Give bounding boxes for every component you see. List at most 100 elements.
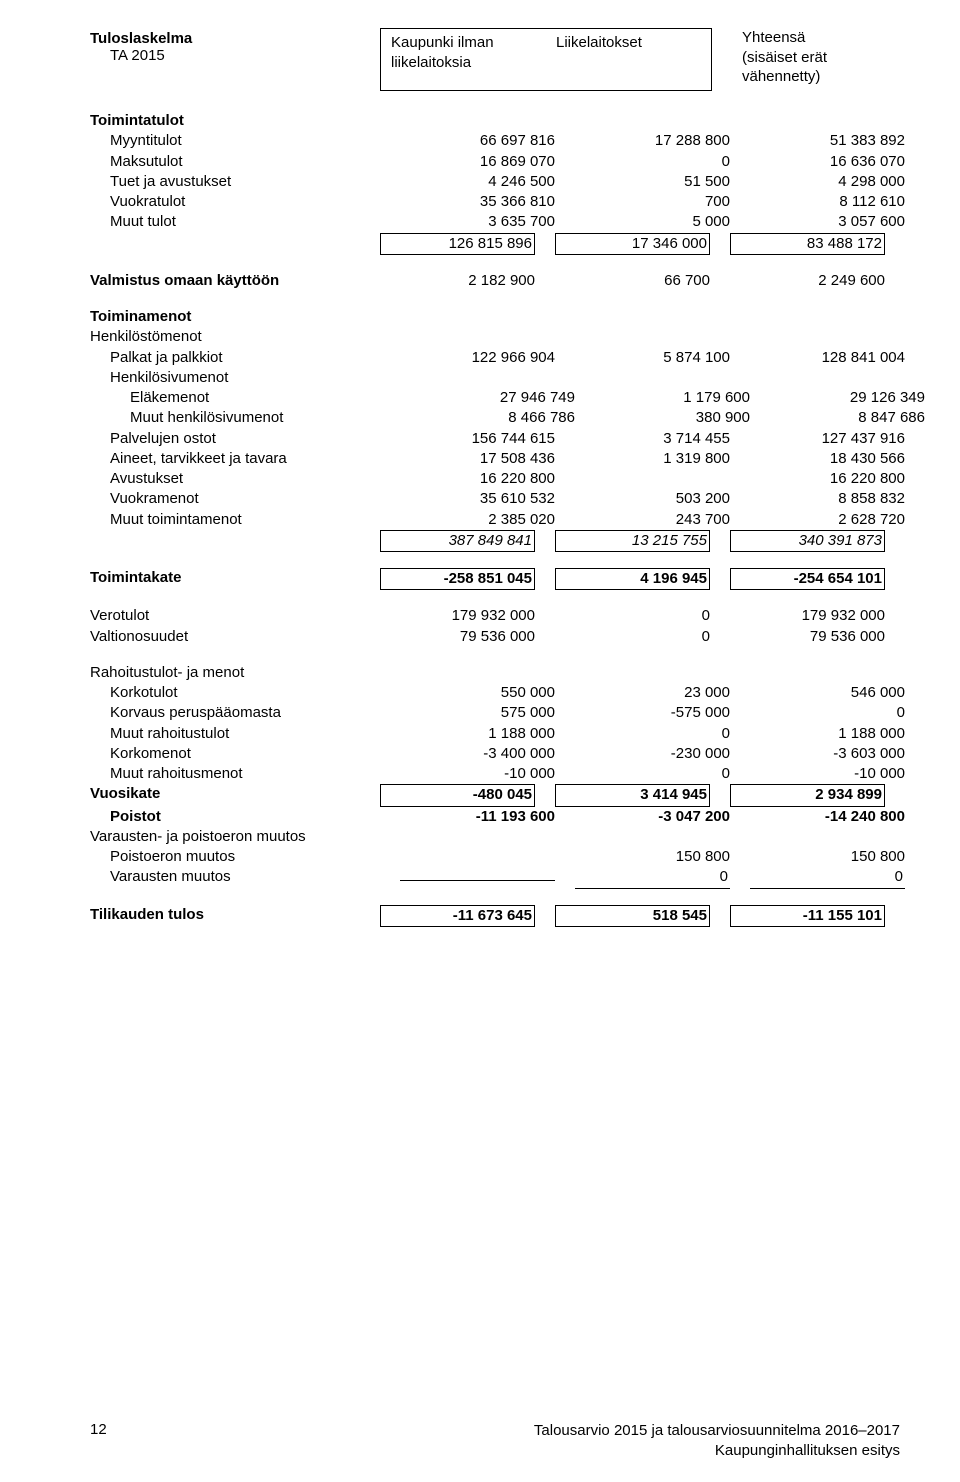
row-value: -10 000 bbox=[400, 764, 555, 784]
tilikauden-b: 518 545 bbox=[555, 905, 710, 927]
row-label: Vuokramenot bbox=[90, 489, 400, 509]
toimintatulot-sum-b: 17 346 000 bbox=[555, 233, 710, 255]
row-value: 0 bbox=[575, 724, 730, 744]
table-row: Avustukset16 220 80016 220 800 bbox=[90, 469, 900, 489]
poistoeron-b: 150 800 bbox=[575, 847, 730, 867]
poistot-label: Poistot bbox=[90, 807, 400, 827]
toimintatulot-label: Toimintatulot bbox=[90, 111, 380, 131]
toimintatulot-sum-row: 126 815 896 17 346 000 83 488 172 bbox=[90, 233, 900, 255]
row-label: Muut rahoitustulot bbox=[90, 724, 400, 744]
varausten-row: Varausten muutos 0 0 bbox=[90, 867, 900, 888]
header-col3-line1: Yhteensä bbox=[742, 28, 897, 48]
muuths-b: 380 900 bbox=[595, 408, 750, 428]
valmistus-b: 66 700 bbox=[555, 271, 710, 291]
henkilosivumenot-label: Henkilösivumenot bbox=[90, 368, 400, 388]
muuths-a: 8 466 786 bbox=[420, 408, 575, 428]
elakemenot-b: 1 179 600 bbox=[595, 388, 750, 408]
valmistus-c: 2 249 600 bbox=[730, 271, 885, 291]
vuosikate-a: -480 045 bbox=[380, 784, 535, 806]
table-row: Aineet, tarvikkeet ja tavara17 508 4361 … bbox=[90, 449, 900, 469]
row-label: Tuet ja avustukset bbox=[90, 172, 400, 192]
row-label: Muut toimintamenot bbox=[90, 510, 400, 530]
varausten-c: 0 bbox=[750, 867, 905, 888]
henkilosivumenot-row: Henkilösivumenot bbox=[90, 368, 900, 388]
tilikauden-label: Tilikauden tulos bbox=[90, 905, 380, 925]
table-row: Maksutulot16 869 070016 636 070 bbox=[90, 152, 900, 172]
row-value: 35 366 810 bbox=[400, 192, 555, 212]
row-value: 3 635 700 bbox=[400, 212, 555, 232]
tilikauden-row: Tilikauden tulos -11 673 645 518 545 -11… bbox=[90, 905, 900, 927]
toiminamenot-heading: Toiminamenot bbox=[90, 307, 900, 327]
table-row: Korvaus peruspääomasta575 000-575 0000 bbox=[90, 703, 900, 723]
vuosikate-label: Vuosikate bbox=[90, 784, 380, 804]
henkilostomenot-label: Henkilöstömenot bbox=[90, 327, 380, 347]
row-label: Korvaus peruspääomasta bbox=[90, 703, 400, 723]
varausten-heading-label: Varausten- ja poistoeron muutos bbox=[90, 827, 380, 847]
row-label: Palvelujen ostot bbox=[90, 429, 400, 449]
toimintakate-label: Toimintakate bbox=[90, 568, 380, 588]
vuosikate-row: Vuosikate -480 045 3 414 945 2 934 899 bbox=[90, 784, 900, 806]
table-row: Vuokratulot35 366 8107008 112 610 bbox=[90, 192, 900, 212]
row-value: 16 869 070 bbox=[400, 152, 555, 172]
row-value: -230 000 bbox=[575, 744, 730, 764]
row-value: 503 200 bbox=[575, 489, 730, 509]
varausten-a bbox=[400, 880, 555, 881]
row-value: 546 000 bbox=[750, 683, 905, 703]
table-row: Tuet ja avustukset4 246 50051 5004 298 0… bbox=[90, 172, 900, 192]
palkat-b: 5 874 100 bbox=[575, 348, 730, 368]
header-col1-line1: Kaupunki ilman bbox=[391, 33, 546, 53]
rahoitus-heading: Rahoitustulot- ja menot bbox=[90, 663, 900, 683]
table-row: Korkotulot550 00023 000546 000 bbox=[90, 683, 900, 703]
row-value: 5 000 bbox=[575, 212, 730, 232]
toimintakate-c: -254 654 101 bbox=[730, 568, 885, 590]
table-row: Vuokramenot35 610 532503 2008 858 832 bbox=[90, 489, 900, 509]
row-value: 4 298 000 bbox=[750, 172, 905, 192]
palkat-label: Palkat ja palkkiot bbox=[90, 348, 400, 368]
row-value: 156 744 615 bbox=[400, 429, 555, 449]
row-value: 575 000 bbox=[400, 703, 555, 723]
valtionosuudet-label: Valtionosuudet bbox=[90, 627, 380, 647]
verotulot-b: 0 bbox=[555, 606, 710, 626]
row-label: Myyntitulot bbox=[90, 131, 400, 151]
valtionosuudet-row: Valtionosuudet 79 536 000 0 79 536 000 bbox=[90, 627, 900, 647]
muuths-label: Muut henkilösivumenot bbox=[90, 408, 420, 428]
row-label: Korkotulot bbox=[90, 683, 400, 703]
toim-sum-row: 387 849 841 13 215 755 340 391 873 bbox=[90, 530, 900, 552]
title-block: Tuloslaskelma TA 2015 bbox=[90, 28, 380, 91]
row-value: 23 000 bbox=[575, 683, 730, 703]
varausten-heading: Varausten- ja poistoeron muutos bbox=[90, 827, 900, 847]
toim-sum-a: 387 849 841 bbox=[380, 530, 535, 552]
row-value: 3 714 455 bbox=[575, 429, 730, 449]
valmistus-a: 2 182 900 bbox=[380, 271, 535, 291]
row-label: Muut rahoitusmenot bbox=[90, 764, 400, 784]
row-value: 700 bbox=[575, 192, 730, 212]
table-row: Palvelujen ostot156 744 6153 714 455127 … bbox=[90, 429, 900, 449]
row-value: 35 610 532 bbox=[400, 489, 555, 509]
table-row: Muut tulot3 635 7005 0003 057 600 bbox=[90, 212, 900, 232]
row-value: 17 288 800 bbox=[575, 131, 730, 151]
tilikauden-a: -11 673 645 bbox=[380, 905, 535, 927]
vuosikate-c: 2 934 899 bbox=[730, 784, 885, 806]
row-value: 16 636 070 bbox=[750, 152, 905, 172]
elakemenot-a: 27 946 749 bbox=[420, 388, 575, 408]
henkilostomenot-row: Henkilöstömenot bbox=[90, 327, 900, 347]
footer-text: Talousarvio 2015 ja talousarviosuunnitel… bbox=[534, 1421, 900, 1460]
row-value: -3 400 000 bbox=[400, 744, 555, 764]
row-value: 550 000 bbox=[400, 683, 555, 703]
verotulot-row: Verotulot 179 932 000 0 179 932 000 bbox=[90, 606, 900, 626]
toiminamenot-label: Toiminamenot bbox=[90, 307, 380, 327]
row-value: 8 858 832 bbox=[750, 489, 905, 509]
toimintakate-a: -258 851 045 bbox=[380, 568, 535, 590]
rahoitus-label: Rahoitustulot- ja menot bbox=[90, 663, 380, 683]
vuosikate-b: 3 414 945 bbox=[555, 784, 710, 806]
row-value: 0 bbox=[750, 703, 905, 723]
palkat-row: Palkat ja palkkiot 122 966 904 5 874 100… bbox=[90, 348, 900, 368]
subtitle-text: TA 2015 bbox=[90, 47, 165, 64]
valmistus-label: Valmistus omaan käyttöön bbox=[90, 271, 380, 291]
verotulot-label: Verotulot bbox=[90, 606, 380, 626]
valtionosuudet-a: 79 536 000 bbox=[380, 627, 535, 647]
poistot-c: -14 240 800 bbox=[750, 807, 905, 827]
row-value: 16 220 800 bbox=[750, 469, 905, 489]
page-footer: 12 Talousarvio 2015 ja talousarviosuunni… bbox=[90, 1421, 900, 1460]
poistoeron-label: Poistoeron muutos bbox=[90, 847, 400, 867]
